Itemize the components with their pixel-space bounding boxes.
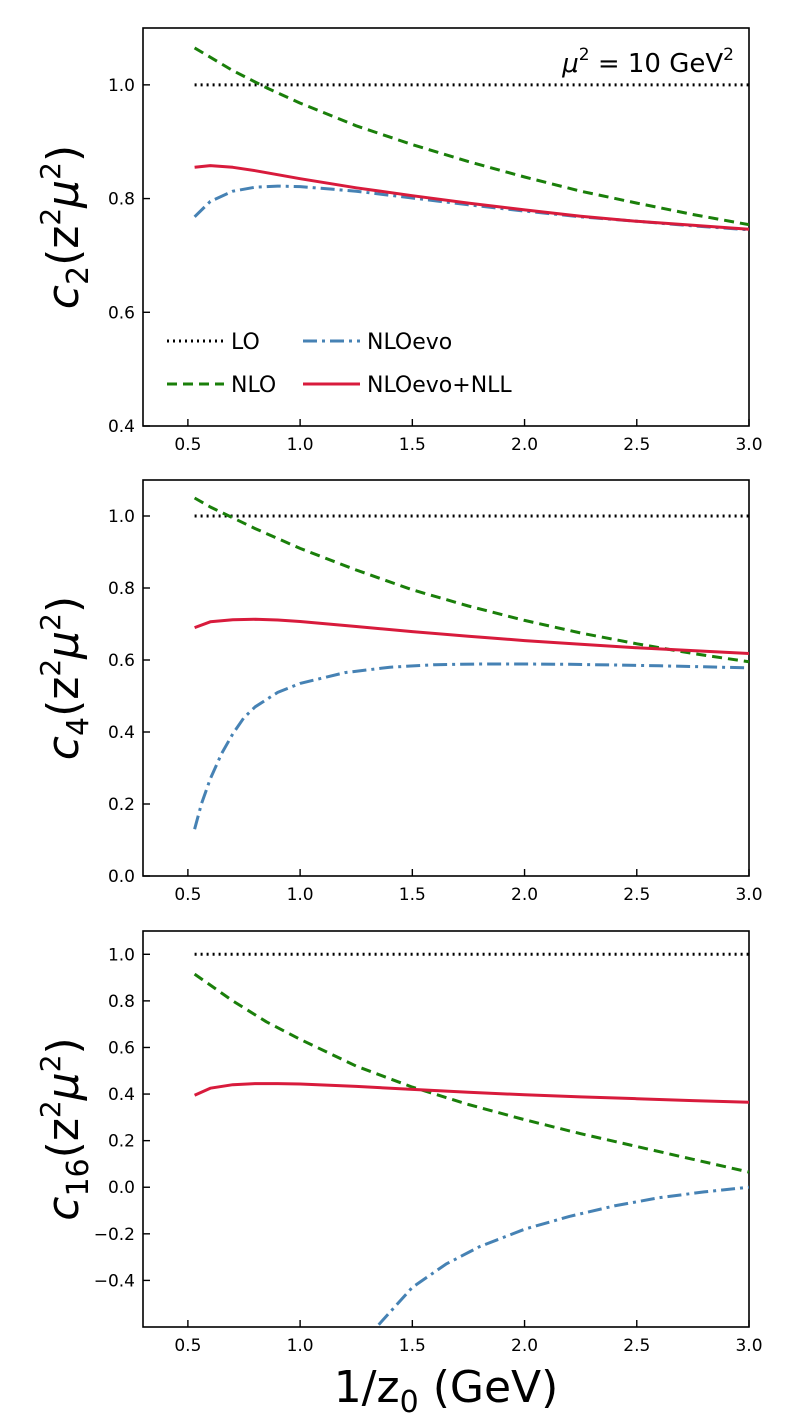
y-tick-label: 0.6 xyxy=(108,1038,135,1058)
tick-layer: 0.5 1.0 1.5 2.0 2.5 3.0 0.0 0.2 0.4 0.6 0.8 1.0 xyxy=(108,507,763,905)
y-tick-label: −0.2 xyxy=(94,1225,135,1245)
x-tick-label: 3.0 xyxy=(735,435,762,455)
legend-label-nlo: NLO xyxy=(231,373,276,398)
series-line-nlo xyxy=(193,46,749,227)
y-tick-label: 0.0 xyxy=(108,1178,135,1198)
x-tick-label: 0.5 xyxy=(174,435,201,455)
y-tick-label: 1.0 xyxy=(108,76,135,96)
y-tick-label: 0.8 xyxy=(108,579,135,599)
x-tick-label: 1.0 xyxy=(287,885,314,905)
x-tick-label: 3.0 xyxy=(735,1336,762,1356)
series-line-nloevo-nll xyxy=(193,1082,749,1104)
x-tick-label: 2.5 xyxy=(623,885,650,905)
x-tick-label: 3.0 xyxy=(735,885,762,905)
panel-c16: 0.5 1.0 1.5 2.0 2.5 3.0 −0.4 −0.2 0.0 0.2 0.4 0.6 0.… xyxy=(34,930,763,1420)
x-tick-label: 2.0 xyxy=(511,435,538,455)
y-tick-label: 0.0 xyxy=(108,867,135,887)
y-tick-label: 0.2 xyxy=(108,1132,135,1152)
x-tick-label: 1.0 xyxy=(287,1336,314,1356)
y-tick-label: 0.6 xyxy=(108,303,135,323)
x-tick-label: 2.5 xyxy=(623,1336,650,1356)
legend: LO NLOevo NLO NLOevo+NLL xyxy=(167,330,512,398)
legend-label-nloevo-nll: NLOevo+NLL xyxy=(367,373,512,398)
y-tick-label: 0.4 xyxy=(108,1085,135,1105)
series-line-nloevo-nll xyxy=(194,164,749,231)
x-tick-label: 2.0 xyxy=(511,1336,538,1356)
y-tick-label: 0.4 xyxy=(108,723,135,743)
series-line-nlo xyxy=(193,496,749,664)
y-tick-label: 1.0 xyxy=(108,507,135,527)
panel-c2: 0.5 1.0 1.5 2.0 2.5 3.00.40.60.81.0 c2(z2μ2) … xyxy=(34,27,763,455)
legend-entry-nloevo: NLOevo xyxy=(303,330,452,355)
x-tick-label: 2.0 xyxy=(511,885,538,905)
annotation-mu: μ2 = 10 GeV2 xyxy=(561,45,734,79)
legend-label-lo: LO xyxy=(231,330,260,355)
plot-frame xyxy=(142,479,750,877)
x-tick-label: 0.5 xyxy=(174,885,201,905)
tick-layer: 0.5 1.0 1.5 2.0 2.5 3.0 0.4 0.6 0.8 1.0 xyxy=(108,76,763,455)
legend-entry-nloevo-nll: NLOevo+NLL xyxy=(303,373,512,398)
x-tick-label: 2.5 xyxy=(623,435,650,455)
x-tick-label: 1.5 xyxy=(399,1336,426,1356)
y-tick-label: 0.6 xyxy=(108,651,135,671)
series-line-nloevo xyxy=(193,662,749,830)
y-tick-label: 0.4 xyxy=(108,417,135,437)
y-axis-label: c16(z2μ2) xyxy=(34,1037,96,1220)
y-tick-label: 0.2 xyxy=(108,795,135,815)
series-line-nloevo xyxy=(377,1185,749,1326)
y-axis-label: c2(z2μ2) xyxy=(34,145,96,309)
plot-frame xyxy=(142,27,750,427)
series-layer xyxy=(193,46,749,232)
y-tick-label: 1.0 xyxy=(108,945,135,965)
series-line-nlo xyxy=(193,972,749,1174)
tick-layer: 0.5 1.0 1.5 2.0 2.5 3.0 −0.4 −0.2 0.0 0.2 0.4 0.6 0.… xyxy=(94,945,763,1356)
x-axis-label: 1/z0 (GeV) xyxy=(334,1362,559,1420)
x-tick-label: 1.5 xyxy=(399,435,426,455)
legend-entry-lo: LO xyxy=(167,330,260,355)
plot-frame xyxy=(142,930,750,1328)
y-tick-label: 0.8 xyxy=(108,190,135,210)
x-tick-label: 0.5 xyxy=(174,1336,201,1356)
y-axis-label: c4(z2μ2) xyxy=(34,596,96,760)
series-layer xyxy=(193,496,749,830)
panel-c4: 0.5 1.0 1.5 2.0 2.5 3.0 0.0 0.2 0.4 0.6 0.8 1.0 c4(… xyxy=(34,479,763,905)
y-tick-label: −0.4 xyxy=(94,1271,135,1291)
x-tick-label: 1.0 xyxy=(287,435,314,455)
y-tick-label: 0.8 xyxy=(108,992,135,1012)
series-line-nloevo-nll xyxy=(194,617,749,655)
x-tick-label: 1.5 xyxy=(399,885,426,905)
legend-label-nloevo: NLOevo xyxy=(367,330,452,355)
legend-entry-nlo: NLO xyxy=(167,373,276,398)
series-layer xyxy=(193,952,749,1326)
